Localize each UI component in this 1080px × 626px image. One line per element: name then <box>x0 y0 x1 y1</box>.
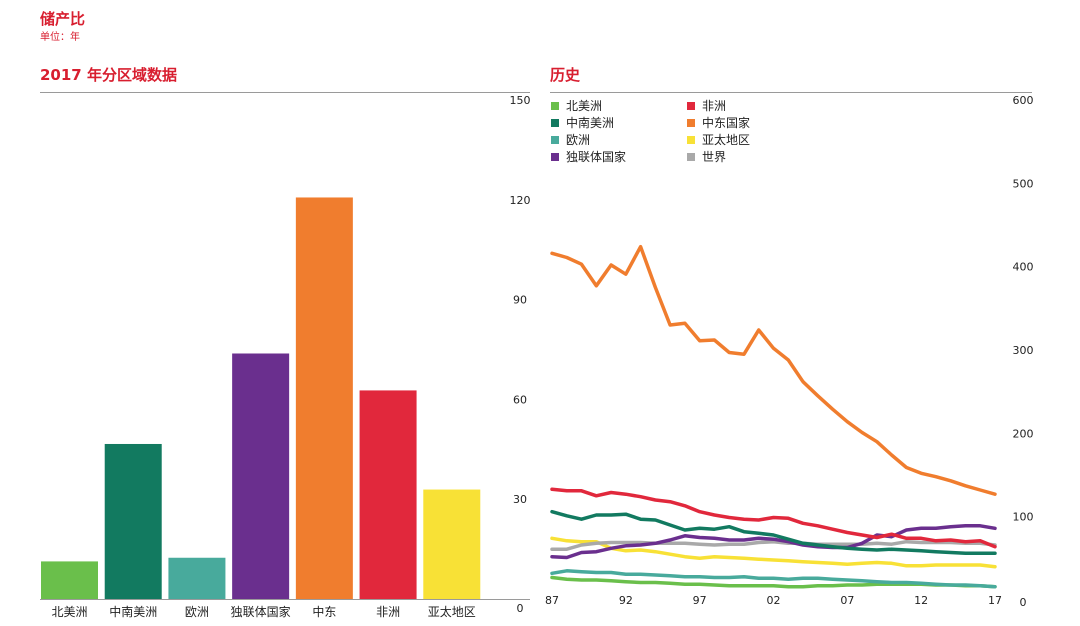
line-chart-title-rule <box>550 92 1032 93</box>
legend-swatch <box>687 101 695 110</box>
y-tick-label: 60 <box>513 393 527 406</box>
bar-2 <box>104 443 162 599</box>
x-tick-label: 中东 <box>312 604 336 619</box>
y-tick-label: 500 <box>1013 177 1034 190</box>
legend-item: 北美洲 <box>551 97 602 114</box>
y-tick-label: 600 <box>1013 94 1034 107</box>
y-tick-label: 150 <box>510 94 531 107</box>
x-tick-label: 中南美洲 <box>109 604 157 619</box>
y-tick-label: 30 <box>513 493 527 506</box>
bar-chart-title-rule <box>40 92 530 93</box>
legend-label: 非洲 <box>702 99 727 113</box>
legend-swatch <box>687 152 695 161</box>
y-tick-label: 0 <box>517 602 524 615</box>
legend-label: 中东国家 <box>702 116 751 130</box>
x-tick-label: 欧洲 <box>185 605 209 619</box>
x-tick-label: 12 <box>914 594 928 607</box>
x-tick-label: 92 <box>619 594 633 607</box>
legend-item: 中南美洲 <box>551 114 614 131</box>
x-tick-label: 97 <box>693 594 707 607</box>
y-tick-label: 400 <box>1013 261 1034 274</box>
bar-5 <box>295 197 353 600</box>
page-title: 储产比 <box>40 10 86 28</box>
x-tick-label: 亚太地区 <box>428 604 476 619</box>
legend-label: 北美洲 <box>566 99 603 113</box>
legend-label: 世界 <box>702 150 727 164</box>
legend-label: 中南美洲 <box>566 116 615 130</box>
series-line <box>550 487 997 549</box>
x-tick-label: 北美洲 <box>51 605 87 619</box>
bar-3 <box>168 557 226 599</box>
legend-swatch <box>687 118 695 127</box>
series-line <box>550 244 997 496</box>
legend-swatch <box>551 152 559 161</box>
legend-swatch <box>551 135 559 144</box>
legend-item: 世界 <box>687 148 726 165</box>
series-line <box>550 536 997 569</box>
bar-4 <box>232 353 290 599</box>
y-tick-label: 90 <box>513 294 527 307</box>
legend-item: 欧洲 <box>551 131 590 148</box>
unit-label: 单位：年 <box>40 32 80 43</box>
x-tick-label: 17 <box>988 594 1002 607</box>
series-line <box>550 524 997 560</box>
y-tick-label: 300 <box>1013 344 1034 357</box>
bar-6 <box>359 390 417 599</box>
x-tick-label: 独联体国家 <box>231 604 291 619</box>
x-tick-label: 87 <box>545 594 559 607</box>
y-tick-label: 200 <box>1013 427 1034 440</box>
legend-item: 中东国家 <box>687 114 750 131</box>
series-line <box>550 509 997 556</box>
legend-swatch <box>551 118 559 127</box>
bar-chart-title: 2017 年分区域数据 <box>40 66 177 84</box>
bar-1 <box>41 561 98 599</box>
line-chart-title: 历史 <box>550 66 581 84</box>
x-tick-label: 02 <box>767 594 781 607</box>
y-tick-label: 120 <box>510 194 531 207</box>
legend-item: 非洲 <box>687 97 726 114</box>
x-tick-label: 非洲 <box>376 605 400 619</box>
series-line <box>550 569 997 589</box>
legend-label: 独联体国家 <box>566 150 627 164</box>
legend-swatch <box>687 135 695 144</box>
legend-label: 亚太地区 <box>702 133 751 147</box>
legend-item: 亚太地区 <box>687 131 750 148</box>
x-tick-label: 07 <box>840 594 854 607</box>
y-tick-label: 100 <box>1013 511 1034 524</box>
bar-7 <box>423 489 481 599</box>
legend-item: 独联体国家 <box>551 148 626 165</box>
legend-swatch <box>551 101 559 110</box>
legend-label: 欧洲 <box>566 133 591 147</box>
series-line <box>550 539 997 551</box>
y-tick-label: 0 <box>1020 596 1027 609</box>
